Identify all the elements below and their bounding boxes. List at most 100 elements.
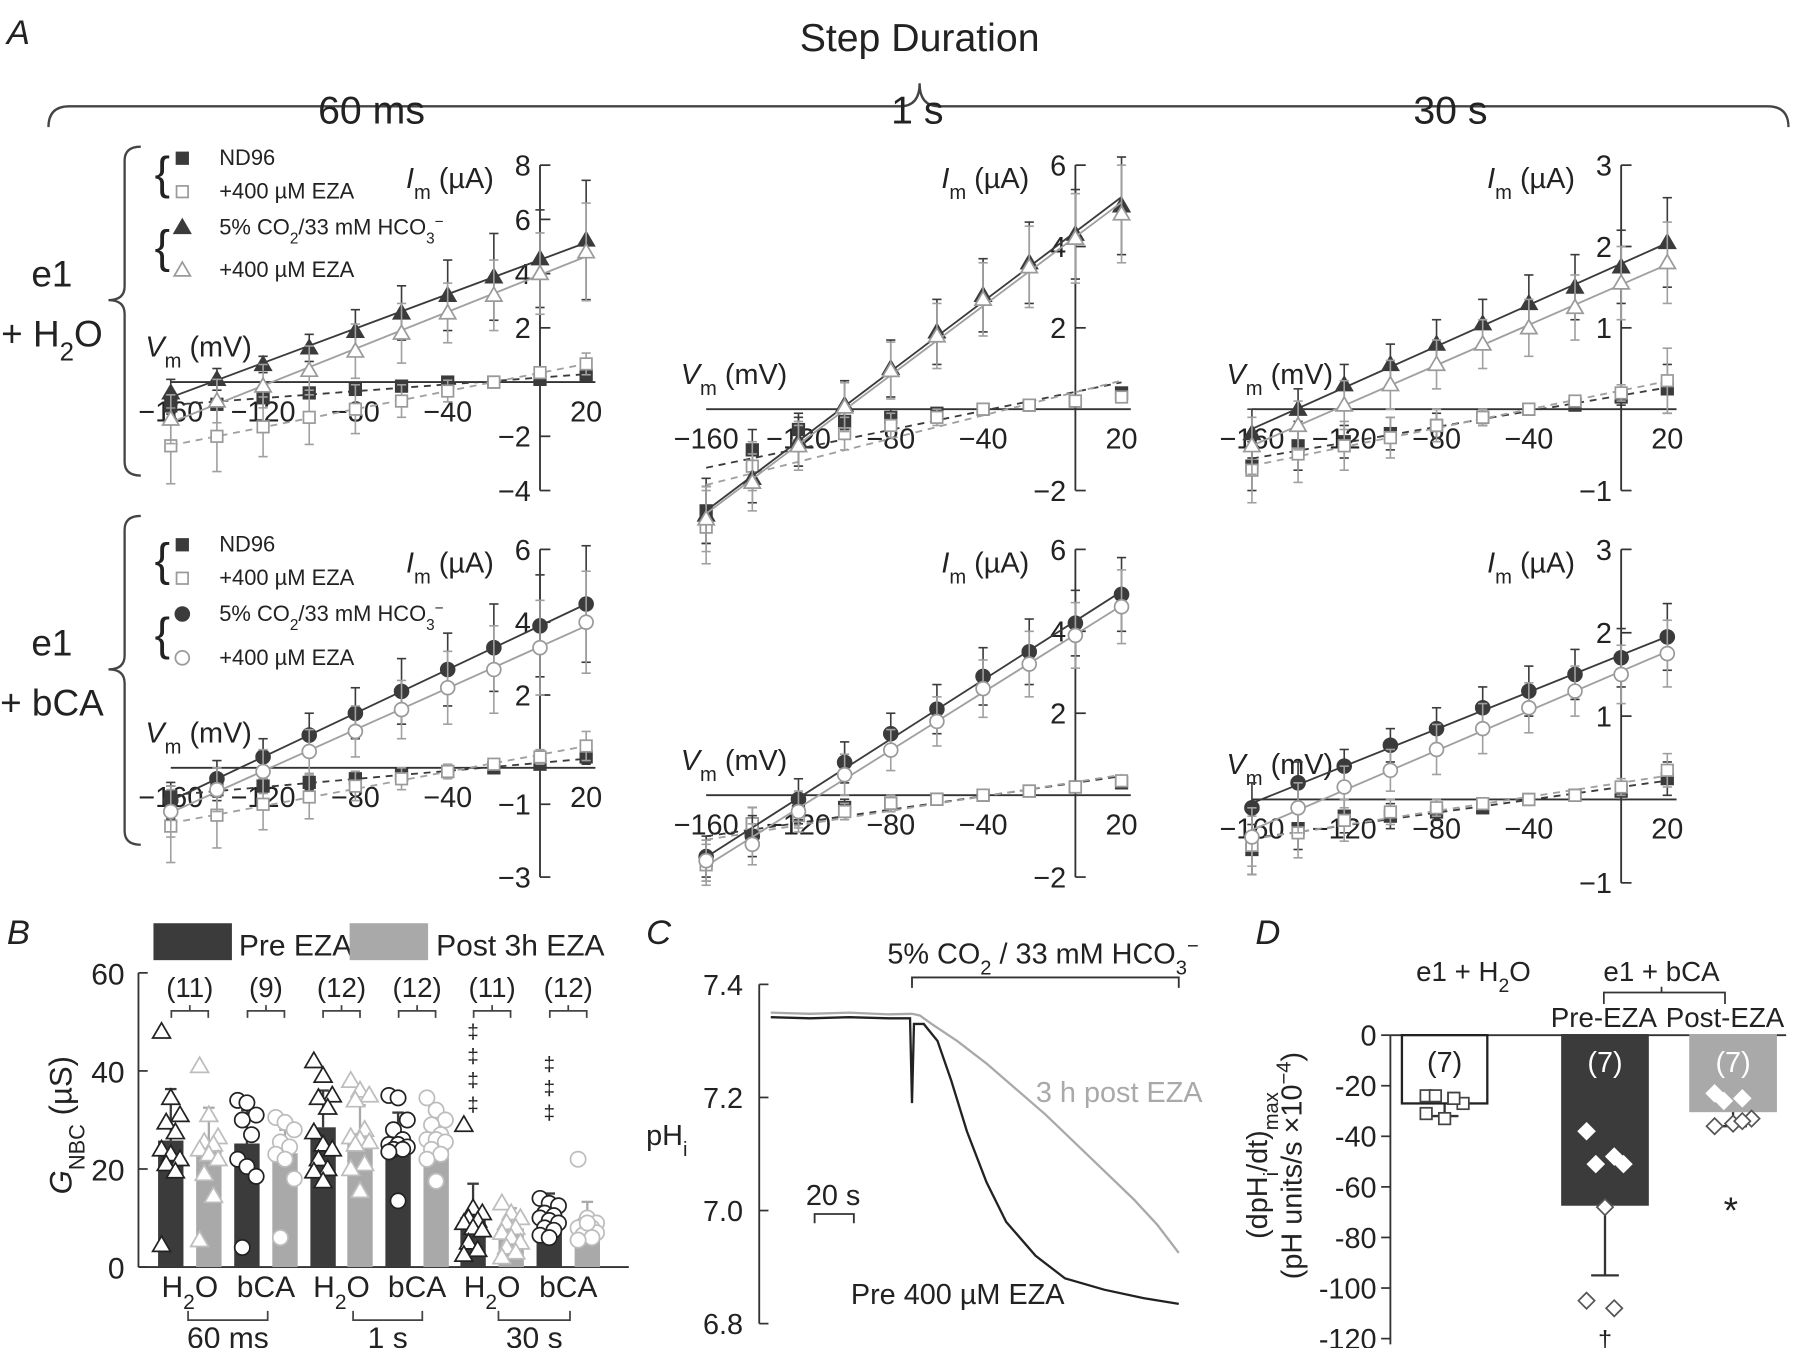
y-axis-label-part: (µA) (1512, 547, 1575, 579)
row-brace (108, 145, 141, 477)
legend-label-part: +400 µM EZA (219, 565, 354, 590)
data-point (347, 723, 364, 740)
y-tick-label: 1 (1596, 702, 1612, 734)
y-tick-label: 7.2 (703, 1083, 743, 1115)
data-point (358, 1131, 380, 1150)
data-point (303, 1121, 325, 1140)
y-axis-label-part: ) (1277, 1052, 1309, 1062)
x-tick-label: −40 (959, 809, 1008, 841)
y-axis-label-part: /dt) (1242, 1130, 1274, 1172)
data-point (453, 1244, 475, 1263)
x-category-label: bCA (539, 1271, 597, 1304)
row-label: + H2O (1, 313, 103, 366)
bar (1400, 1034, 1489, 1105)
data-point (193, 1163, 215, 1182)
row-label-part: 2 (60, 338, 74, 366)
x-axis-label: Vm (mV) (681, 745, 788, 786)
data-point (189, 1229, 211, 1248)
data-point (533, 750, 547, 764)
data-point (882, 742, 899, 758)
data-point (276, 1150, 294, 1168)
panel-c: 6.8 7.0 7.2 7.4 pHi 5% CO2 / 33 mM HCO3− 3 h p… (646, 936, 1203, 1341)
x-axis-label: Vm (mV) (681, 359, 788, 400)
column-title: 60 ms (318, 89, 425, 133)
data-point (1244, 829, 1260, 845)
y-tick-label: -20 (1335, 1071, 1377, 1103)
y-tick-label: 1 (1596, 313, 1612, 345)
pair-bracket (170, 1005, 210, 1018)
legend-label: +400 µM EZA (219, 179, 354, 204)
data-point (1565, 297, 1585, 315)
data-point (1657, 252, 1677, 270)
data-point (354, 1153, 376, 1172)
y-axis-label-part: i (1261, 1172, 1283, 1177)
y-axis-label: Im (µA) (941, 163, 1029, 204)
data-point (394, 1140, 412, 1158)
data-point (1428, 1089, 1443, 1103)
data-point (151, 1234, 172, 1253)
data-point (1577, 1121, 1596, 1141)
legend-label-part: 5% CO (219, 601, 290, 626)
fit-line (170, 603, 587, 802)
legend: ND96 +400 µM EZA 5% CO2/33 mM HCO3− +400 µM… (155, 145, 444, 282)
legend-label-part: ND96 (219, 145, 275, 170)
data-point (698, 852, 714, 869)
x-category-label: H2O (464, 1271, 521, 1314)
data-point (393, 701, 410, 718)
step-duration-brace (47, 83, 1790, 128)
data-point (345, 341, 365, 358)
fit-line (706, 773, 1122, 841)
data-point (391, 323, 412, 340)
fit-line (1251, 774, 1668, 841)
data-point (1614, 1154, 1633, 1174)
data-point (164, 1121, 186, 1140)
y-tick-label: −1 (498, 790, 531, 822)
data-point (1288, 415, 1308, 433)
data-point (312, 1065, 334, 1084)
x-axis-label-part: m (1246, 378, 1263, 400)
data-point (233, 1111, 251, 1129)
x-tick-label: 20 (1651, 814, 1683, 846)
group-label: 60 ms (187, 1322, 269, 1348)
data-point (255, 763, 271, 780)
x-axis-label: Vm (mV) (145, 332, 252, 373)
x-axis-label-part: (mV) (181, 717, 251, 749)
significance-asterisk: * (1724, 1190, 1738, 1231)
n-label: (12) (317, 972, 366, 1003)
data-point (836, 766, 853, 783)
data-point (1242, 436, 1262, 453)
y-axis-label-part: NBC (64, 1124, 89, 1170)
data-point (579, 739, 593, 753)
y-tick-label: 6 (515, 205, 531, 237)
n-label: (12) (392, 972, 441, 1003)
data-point (1705, 1116, 1724, 1136)
data-point (569, 1231, 587, 1249)
y-tick-label: -120 (1319, 1324, 1377, 1348)
fit-line (1251, 635, 1668, 805)
y-axis-label-part: I (941, 547, 949, 579)
x-axis-label: Vm (mV) (1227, 749, 1334, 790)
data-point (1419, 1106, 1433, 1121)
row-label: + bCA (0, 683, 104, 724)
legend-label-part: +400 µM EZA (219, 645, 354, 670)
x-tick-label: 20 (1651, 423, 1683, 455)
y-tick-label: 40 (91, 1056, 124, 1089)
data-point (491, 1246, 513, 1265)
data-point (398, 1111, 416, 1129)
group-label-part: O (1509, 956, 1531, 987)
data-point (1113, 598, 1130, 615)
y-tick-label: 60 (91, 958, 124, 991)
data-point (439, 679, 456, 696)
y-axis-label: Im (µA) (406, 163, 494, 204)
y-axis-label-part: m (414, 182, 431, 204)
legend-triangle-filled-icon (172, 217, 192, 235)
x-tick-label: −40 (1504, 814, 1553, 846)
data-point (578, 1214, 596, 1232)
y-tick-label: 6 (1050, 151, 1066, 183)
x-category-label-part: 2 (335, 1291, 347, 1314)
data-point (927, 326, 947, 343)
pair-bracket (397, 1005, 437, 1018)
data-point (1021, 656, 1038, 672)
